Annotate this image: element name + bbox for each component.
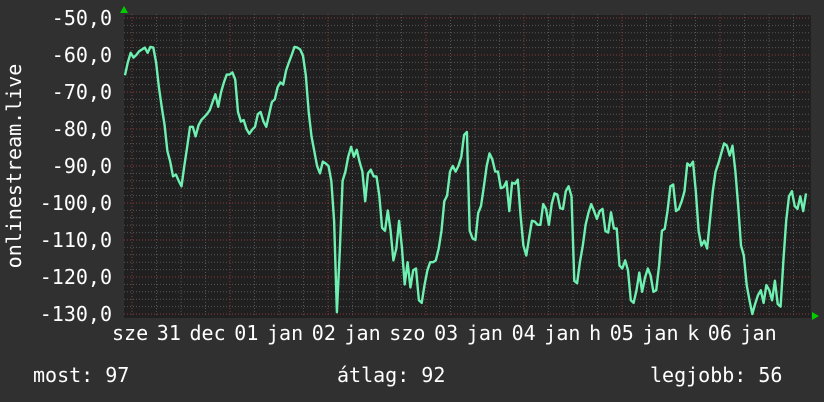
x-tick-label: 01	[234, 321, 258, 345]
y-tick-label: -130,0	[40, 302, 112, 326]
best-value: legjobb: 56	[650, 363, 782, 387]
y-tick-label: -110,0	[40, 228, 112, 252]
x-tick-label: 03	[434, 321, 458, 345]
x-tick-label: 06	[708, 321, 732, 345]
y-axis-ticks: -50,0 -60,0 -70,0 -80,0 -90,0 -100,0 -110,0 -12…	[40, 6, 112, 326]
x-tick-label: 04	[512, 321, 536, 345]
x-tick-label: 31	[157, 321, 181, 345]
y-tick-label: -80,0	[52, 117, 112, 141]
x-tick-label: 02	[312, 321, 336, 345]
x-axis-arrow-icon	[812, 312, 819, 320]
x-tick-label: jan	[741, 321, 777, 345]
y-axis-arrow-icon	[120, 6, 128, 13]
x-tick-label: dec	[190, 321, 226, 345]
x-tick-label: szo	[389, 321, 425, 345]
current-value: most: 97	[33, 363, 129, 387]
y-tick-label: -60,0	[52, 43, 112, 67]
average-value: átlag: 92	[337, 363, 445, 387]
x-tick-label: jan	[544, 321, 580, 345]
y-tick-label: -90,0	[52, 154, 112, 178]
x-tick-label: jan	[267, 321, 303, 345]
x-tick-label: jan	[642, 321, 678, 345]
x-tick-label: jan	[345, 321, 381, 345]
x-tick-label: sze	[112, 321, 148, 345]
x-axis-ticks: sze 31 dec 01 jan 02 jan szo 03 jan 04 jan h 05 jan k 06…	[112, 321, 777, 345]
y-tick-label: -120,0	[40, 265, 112, 289]
y-tick-label: -100,0	[40, 191, 112, 215]
y-tick-label: -50,0	[52, 6, 112, 30]
series-line	[123, 45, 808, 316]
x-tick-label: 05	[610, 321, 634, 345]
y-tick-label: -70,0	[52, 80, 112, 104]
x-tick-label: h	[589, 321, 601, 345]
y-axis-label: onlinestream.live	[2, 64, 26, 269]
x-tick-label: k	[687, 321, 699, 345]
x-tick-label: jan	[467, 321, 503, 345]
